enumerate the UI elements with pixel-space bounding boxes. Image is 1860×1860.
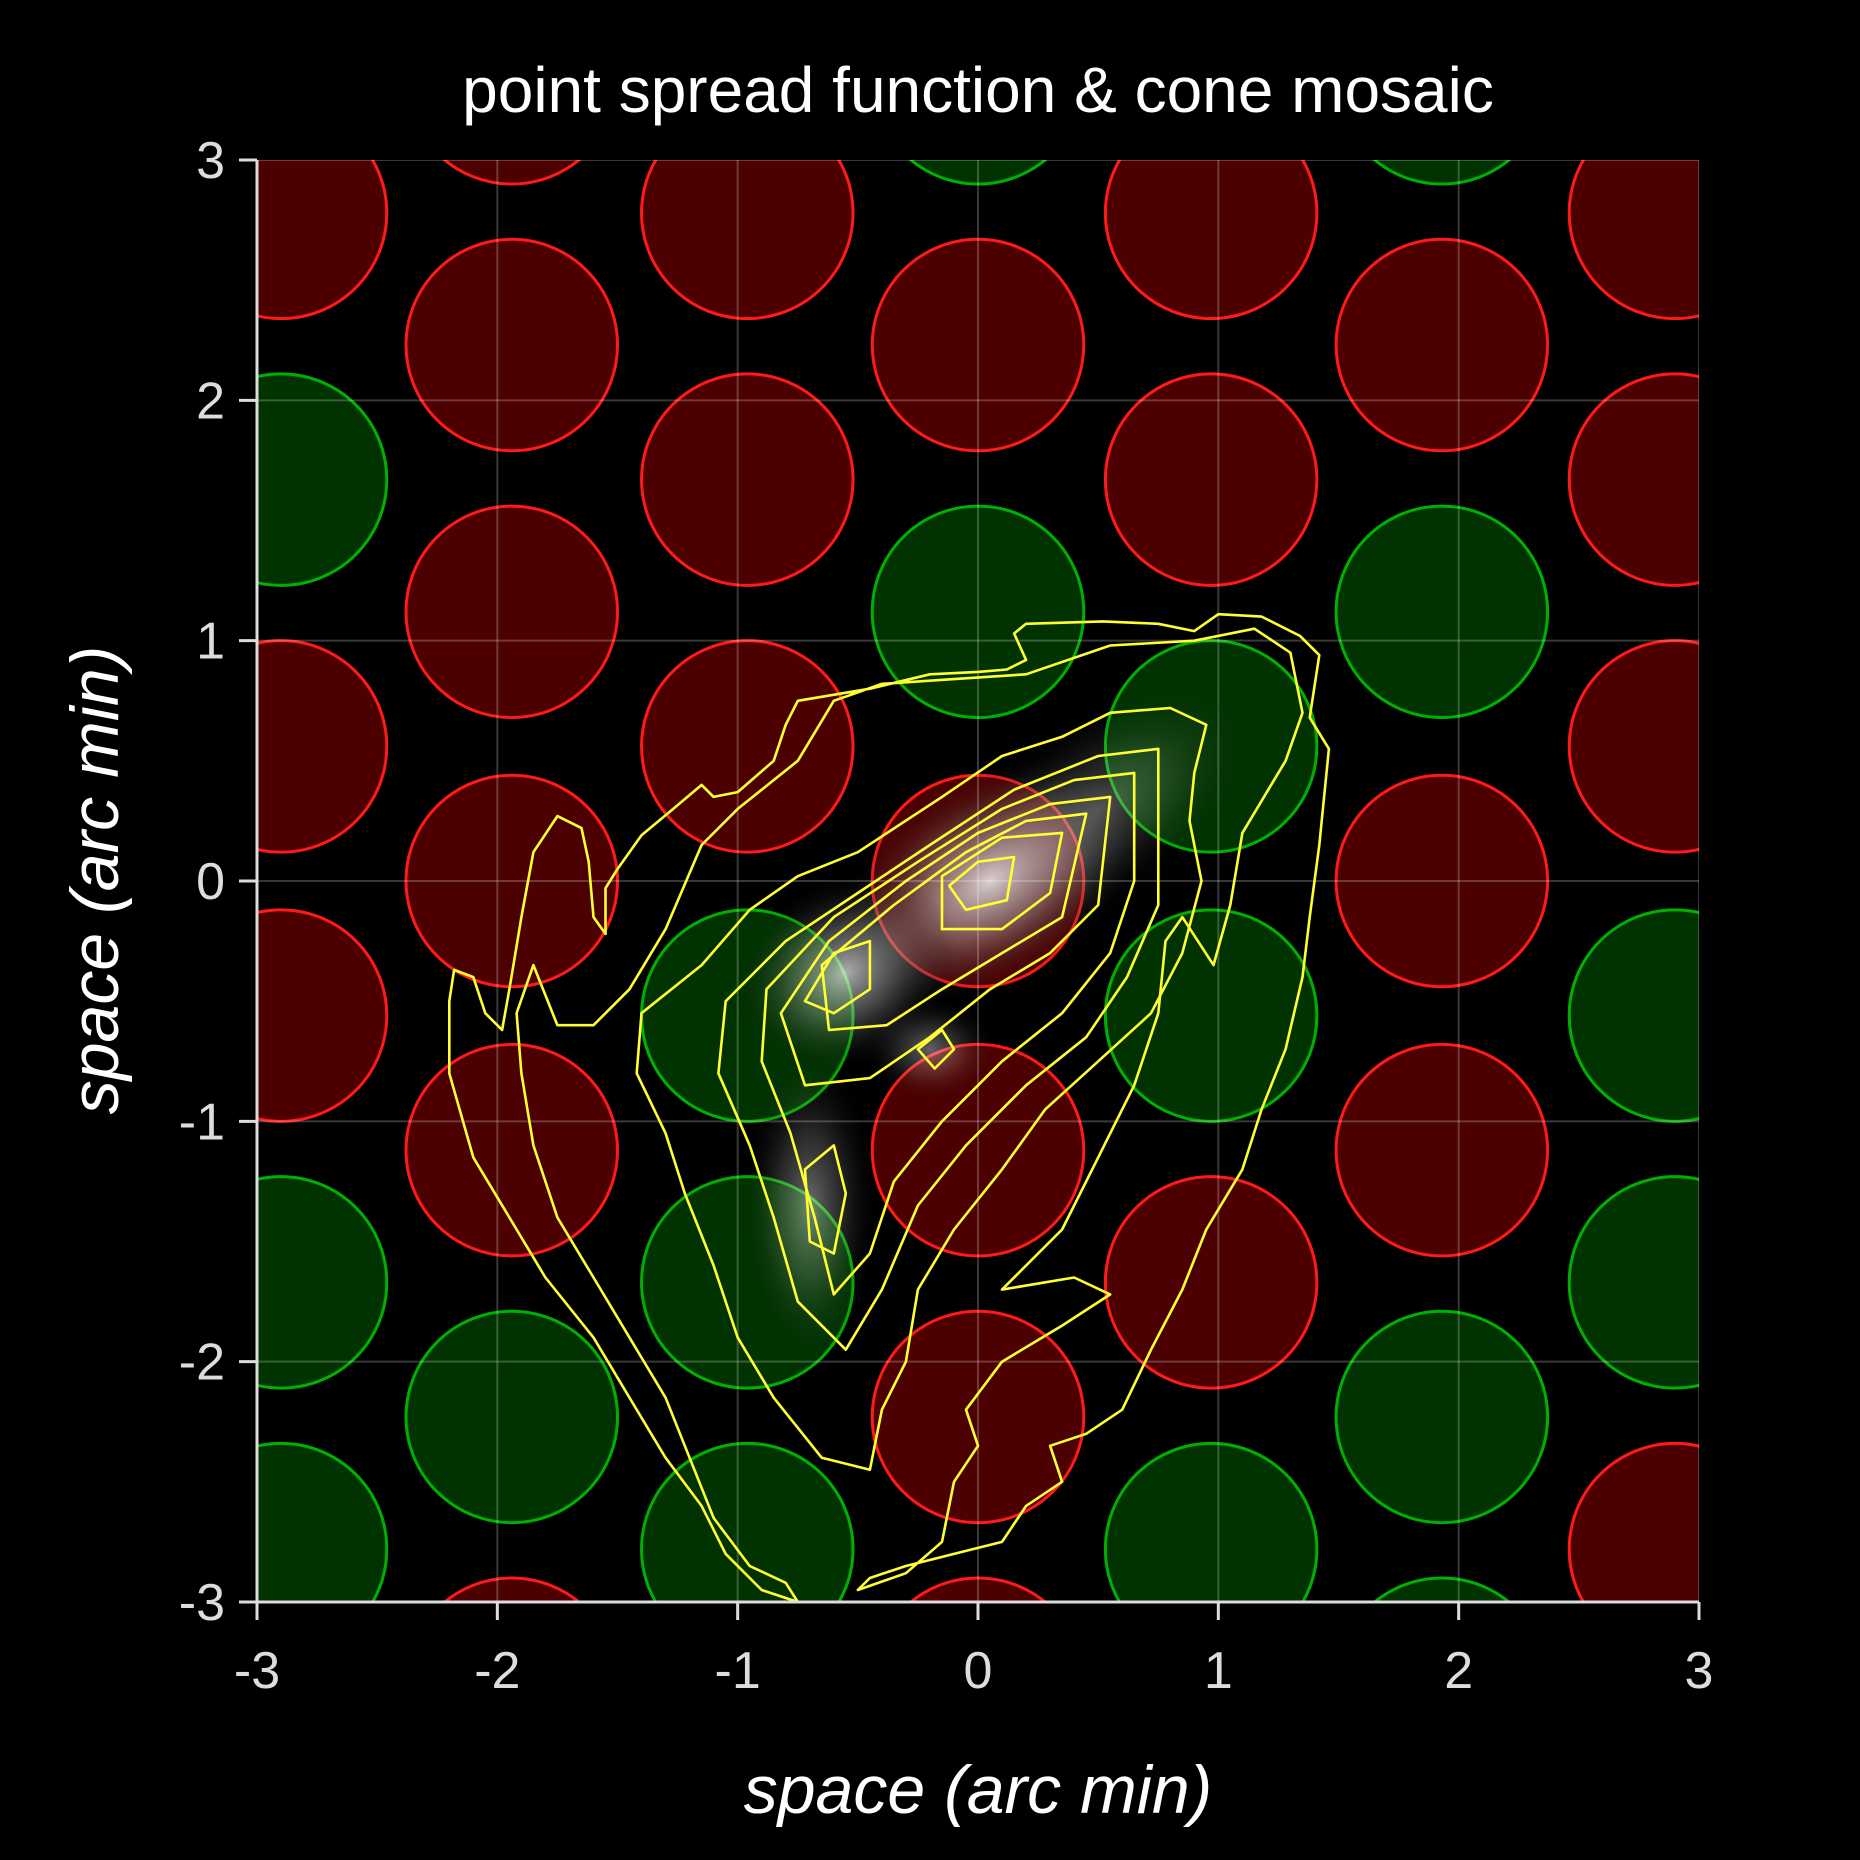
contour-line-0: [448, 612, 1331, 1602]
m-cone-38: [257, 1441, 389, 1602]
m-cone-16: [1334, 504, 1550, 720]
y-tick-label-6: 3: [196, 132, 225, 190]
l-cone-13: [1567, 372, 1699, 587]
m-cone-44: [1372, 1576, 1512, 1602]
m-cone-35: [404, 1309, 619, 1525]
y-tick-label-4: 1: [196, 613, 225, 671]
l-cone-1: [442, 160, 582, 186]
grid: [257, 160, 1699, 1602]
psf-contours: [448, 612, 1331, 1602]
l-cone-14: [404, 504, 619, 720]
contour-line-5: [820, 812, 1088, 1032]
x-tick-label-0: -3: [234, 1642, 280, 1700]
x-tick-label-2: -1: [715, 1642, 761, 1700]
l-cone-43: [908, 1576, 1048, 1602]
l-cone-17: [257, 639, 389, 854]
l-cone-36: [870, 1309, 1086, 1525]
l-cone-41: [1567, 1441, 1699, 1602]
l-cone-24: [257, 908, 389, 1123]
y-tick-label-1: -2: [179, 1334, 225, 1392]
l-cone-28: [404, 1042, 619, 1258]
y-tick-label-3: 0: [196, 853, 225, 911]
m-cone-40: [1103, 1441, 1319, 1602]
x-tick-label-1: -2: [474, 1642, 520, 1700]
l-cone-7: [404, 237, 619, 453]
m-cone-5: [1372, 160, 1512, 186]
m-cone-31: [257, 1175, 389, 1390]
psf-peak-3: [861, 996, 999, 1103]
l-cone-9: [1334, 237, 1550, 453]
l-cone-8: [870, 237, 1086, 453]
x-tick-label-4: 1: [1204, 1642, 1233, 1700]
plot-area: [257, 160, 1699, 1602]
l-cone-2: [640, 160, 855, 321]
psf-image: [734, 677, 1260, 1365]
l-cone-18: [640, 639, 855, 854]
contour-line-8: [803, 939, 872, 1015]
l-cone-11: [640, 372, 855, 587]
m-cone-10: [257, 372, 389, 587]
ticks: -3 -2 -1 0 1 2 3 -3 -2 -1 0 1 2 3: [179, 132, 1714, 1700]
m-cone-15: [870, 504, 1086, 720]
contour-line-10: [916, 1028, 956, 1070]
contour-line-4: [779, 795, 1112, 1087]
x-tick-label-5: 2: [1444, 1642, 1473, 1700]
l-cone-0: [257, 160, 389, 321]
m-cone-3: [908, 160, 1048, 186]
y-tick-label-2: -1: [179, 1093, 225, 1151]
l-cone-23: [1334, 773, 1550, 989]
x-tick-label-3: 0: [964, 1642, 993, 1700]
contour-line-2: [717, 747, 1160, 1351]
l-cone-21: [404, 773, 619, 989]
contour-line-1: [635, 706, 1208, 1472]
y-axis-label: space (arc min): [57, 646, 133, 1115]
m-cone-37: [1334, 1309, 1550, 1525]
l-cone-20: [1567, 639, 1699, 854]
m-cone-26: [1103, 908, 1319, 1123]
contour-line-3: [760, 771, 1136, 1296]
contour-line-7: [947, 855, 1016, 912]
l-cone-12: [1103, 372, 1319, 587]
m-cone-34: [1567, 1175, 1699, 1390]
psf-peak-2: [741, 1046, 879, 1365]
psf-peak-4: [937, 677, 1260, 941]
chart-title: point spread function & cone mosaic: [462, 54, 1494, 126]
l-cone-4: [1103, 160, 1319, 321]
y-tick-label-0: -3: [179, 1574, 225, 1632]
contour-line-6: [940, 831, 1064, 931]
x-tick-label-6: 3: [1685, 1642, 1714, 1700]
l-cone-30: [1334, 1042, 1550, 1258]
l-cone-6: [1567, 160, 1699, 321]
y-tick-label-5: 2: [196, 372, 225, 430]
l-cone-42: [442, 1576, 582, 1602]
m-cone-27: [1567, 908, 1699, 1123]
m-cone-39: [640, 1441, 855, 1602]
contour-line-9: [803, 1144, 848, 1255]
l-cone-33: [1103, 1175, 1319, 1390]
x-axis-label: space (arc min): [744, 1752, 1213, 1828]
